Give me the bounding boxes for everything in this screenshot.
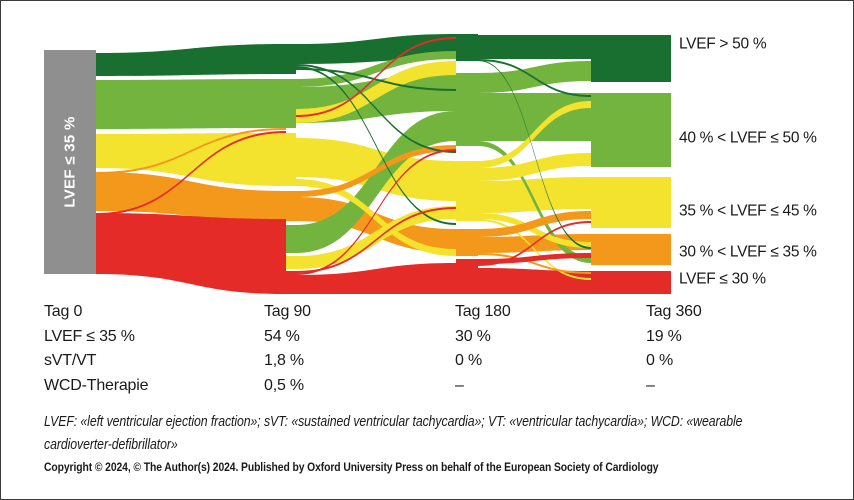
sankey-flow: [96, 172, 286, 221]
sankey-flow: [296, 111, 456, 253]
sankey-flow: [478, 60, 591, 249]
sankey-flow: [96, 213, 286, 294]
sankey-node: [456, 34, 478, 61]
sankey-flow: [478, 59, 591, 97]
category-label: 30 % < LVEF ≤ 35 %: [679, 244, 817, 261]
table-column-tag90: Tag 90 54 % 1,8 % 0,5 %: [264, 300, 311, 398]
table-cell: –: [455, 376, 464, 394]
sankey-flow: [296, 64, 456, 153]
table-row-label: sVT/VT: [44, 352, 97, 369]
table-cell: –: [646, 376, 655, 394]
sankey-flow: [296, 263, 456, 294]
sankey-flow: [296, 37, 456, 117]
sankey-flow: [296, 206, 456, 269]
table-column-tag180: Tag 180 30 % 0 % –: [455, 300, 511, 398]
category-label: 35 % < LVEF ≤ 45 %: [679, 203, 817, 220]
table-header-tag360: Tag 360: [646, 303, 702, 320]
sankey-flow: [478, 268, 591, 294]
source-node: [44, 50, 96, 274]
sankey-node: [456, 161, 478, 221]
sankey-node: [286, 225, 296, 253]
footnote-line-2: cardioverter-defibrillator»: [44, 435, 178, 453]
sankey-node: [591, 234, 671, 265]
sankey-flow: [478, 141, 591, 263]
sankey-flow: [296, 51, 456, 87]
sankey-flow: [296, 179, 456, 256]
sankey-flow: [96, 131, 286, 215]
table-column-tag360: Tag 360 19 % 0 % –: [646, 300, 702, 398]
sankey-flow: [478, 213, 591, 248]
table-column-tag0: Tag 0 LVEF ≤ 35 % sVT/VT WCD-Therapie: [44, 300, 148, 398]
sankey-node: [286, 133, 296, 186]
sankey-flow: [296, 207, 456, 273]
sankey-node: [591, 271, 671, 294]
footnote-line-1: LVEF: «left ventricular ejection fractio…: [44, 413, 743, 430]
sankey-flow: [296, 197, 456, 253]
category-label: LVEF > 50 %: [679, 36, 767, 53]
sankey-flow: [296, 68, 456, 91]
sankey-flow: [478, 101, 591, 168]
sankey-node: [591, 35, 671, 82]
table-header-tag180: Tag 180: [455, 303, 511, 320]
category-label: 40 % < LVEF ≤ 50 %: [679, 130, 817, 147]
sankey-flow: [478, 35, 591, 59]
table-row-label: WCD-Therapie: [44, 376, 149, 394]
sankey-node: [286, 79, 296, 128]
sankey-diagram: LVEF > 50 % 40 % < LVEF ≤ 50 % 35 % < LVEF…: [44, 34, 817, 294]
table-cell: 54 %: [264, 327, 300, 345]
sankey-node: [286, 256, 296, 269]
table-cell: 0 %: [455, 352, 482, 369]
copyright-line: Copyright © 2024, © The Author(s) 2024. …: [44, 462, 659, 474]
footnote: LVEF: «left ventricular ejection fractio…: [44, 411, 743, 456]
sankey-node: [591, 177, 671, 228]
sankey-node: [456, 229, 478, 256]
sankey-node: [286, 44, 296, 74]
sankey-flow: [96, 133, 286, 186]
sankey-flow: [96, 44, 286, 76]
table-header-tag90: Tag 90: [264, 303, 311, 320]
sankey-flow: [478, 93, 591, 141]
sankey-flow: [478, 153, 591, 181]
sankey-flow: [96, 128, 286, 174]
sankey-node: [456, 259, 478, 294]
table-cell: 0,5 %: [264, 376, 304, 394]
table-header-tag0: Tag 0: [44, 303, 83, 320]
sankey-flow: [296, 145, 456, 197]
sankey-flow: [478, 211, 591, 237]
table-cell: 30 %: [455, 327, 491, 345]
sankey-flow: [96, 79, 286, 129]
sankey-flow: [478, 219, 591, 280]
source-node-label: LVEF ≤ 35 %: [62, 116, 79, 207]
sankey-node: [286, 191, 296, 221]
sankey-node: [286, 271, 296, 294]
sankey-flow: [478, 177, 591, 213]
category-label: LVEF ≤ 30 %: [679, 271, 766, 288]
sankey-node: [456, 73, 478, 146]
sankey-flow: [478, 221, 591, 266]
sankey-flow: [296, 66, 456, 225]
table-row-label: LVEF ≤ 35 %: [44, 327, 135, 345]
table-cell: 19 %: [646, 327, 682, 345]
sankey-flow: [478, 253, 591, 274]
sankey-flow: [296, 149, 456, 275]
table-cell: 0 %: [646, 352, 673, 369]
sankey-node: [591, 93, 671, 167]
table-cell: 1,8 %: [264, 352, 304, 369]
